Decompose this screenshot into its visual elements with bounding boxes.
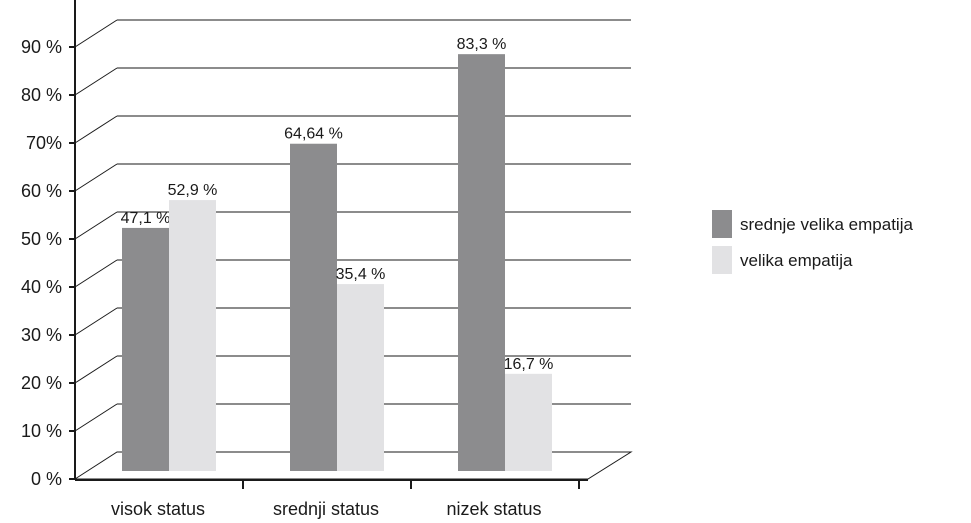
legend-label: velika empatija [740,251,853,270]
grid-line-side [74,163,118,192]
data-label: 35,4 % [336,266,386,283]
bar-srednje-velika-empatija [122,227,169,471]
x-axis-categories: visok status srednji status nizek status [111,479,580,519]
y-tick-label: 0 % [31,469,62,489]
y-tick-label: 40 % [21,277,62,297]
y-tick-label: 60 % [21,181,62,201]
data-label: 52,9 % [168,182,218,199]
data-label: 83,3 % [457,36,507,53]
data-label: 64,64 % [284,126,343,143]
grid-line-side [74,115,118,144]
grid-line-side [74,403,118,432]
bar-srednje-velika-empatija [458,54,505,471]
y-tick-label: 50 % [21,229,62,249]
x-category-label: visok status [111,499,205,519]
x-category-label: srednji status [273,499,379,519]
chart-bars: 47,1 % 52,9 % 64,64 % 35,4 % 83,3 % 16,7 % [121,36,554,471]
y-tick-label: 20 % [21,373,62,393]
grid-line-side [74,307,118,336]
x-category-label: nizek status [446,499,541,519]
bar-velika-empatija [505,373,552,471]
y-tick-label: 90 % [21,37,62,57]
y-tick-label: 10 % [21,421,62,441]
bar-velika-empatija [337,284,384,471]
bar-srednje-velika-empatija [290,143,337,471]
data-label: 47,1 % [121,210,171,227]
legend-swatch [712,246,732,274]
grid-line-side [74,259,118,288]
bar-velika-empatija [169,200,216,471]
y-tick-label: 70% [26,133,62,153]
legend-label: srednje velika empatija [740,215,913,234]
grid-line-side [74,19,118,48]
y-axis-ticks: 0 % 10 % 20 % 30 % 40 % 50 % 60 % 70% 80 % 90 % [21,37,75,489]
grid-line-side [74,355,118,384]
data-label: 16,7 % [504,356,554,373]
y-tick-label: 30 % [21,325,62,345]
legend-swatch [712,210,732,238]
grid-line-side [74,211,118,240]
chart-legend: srednje velika empatija velika empatija [712,210,913,274]
y-tick-label: 80 % [21,85,62,105]
grid-line-side [74,67,118,96]
